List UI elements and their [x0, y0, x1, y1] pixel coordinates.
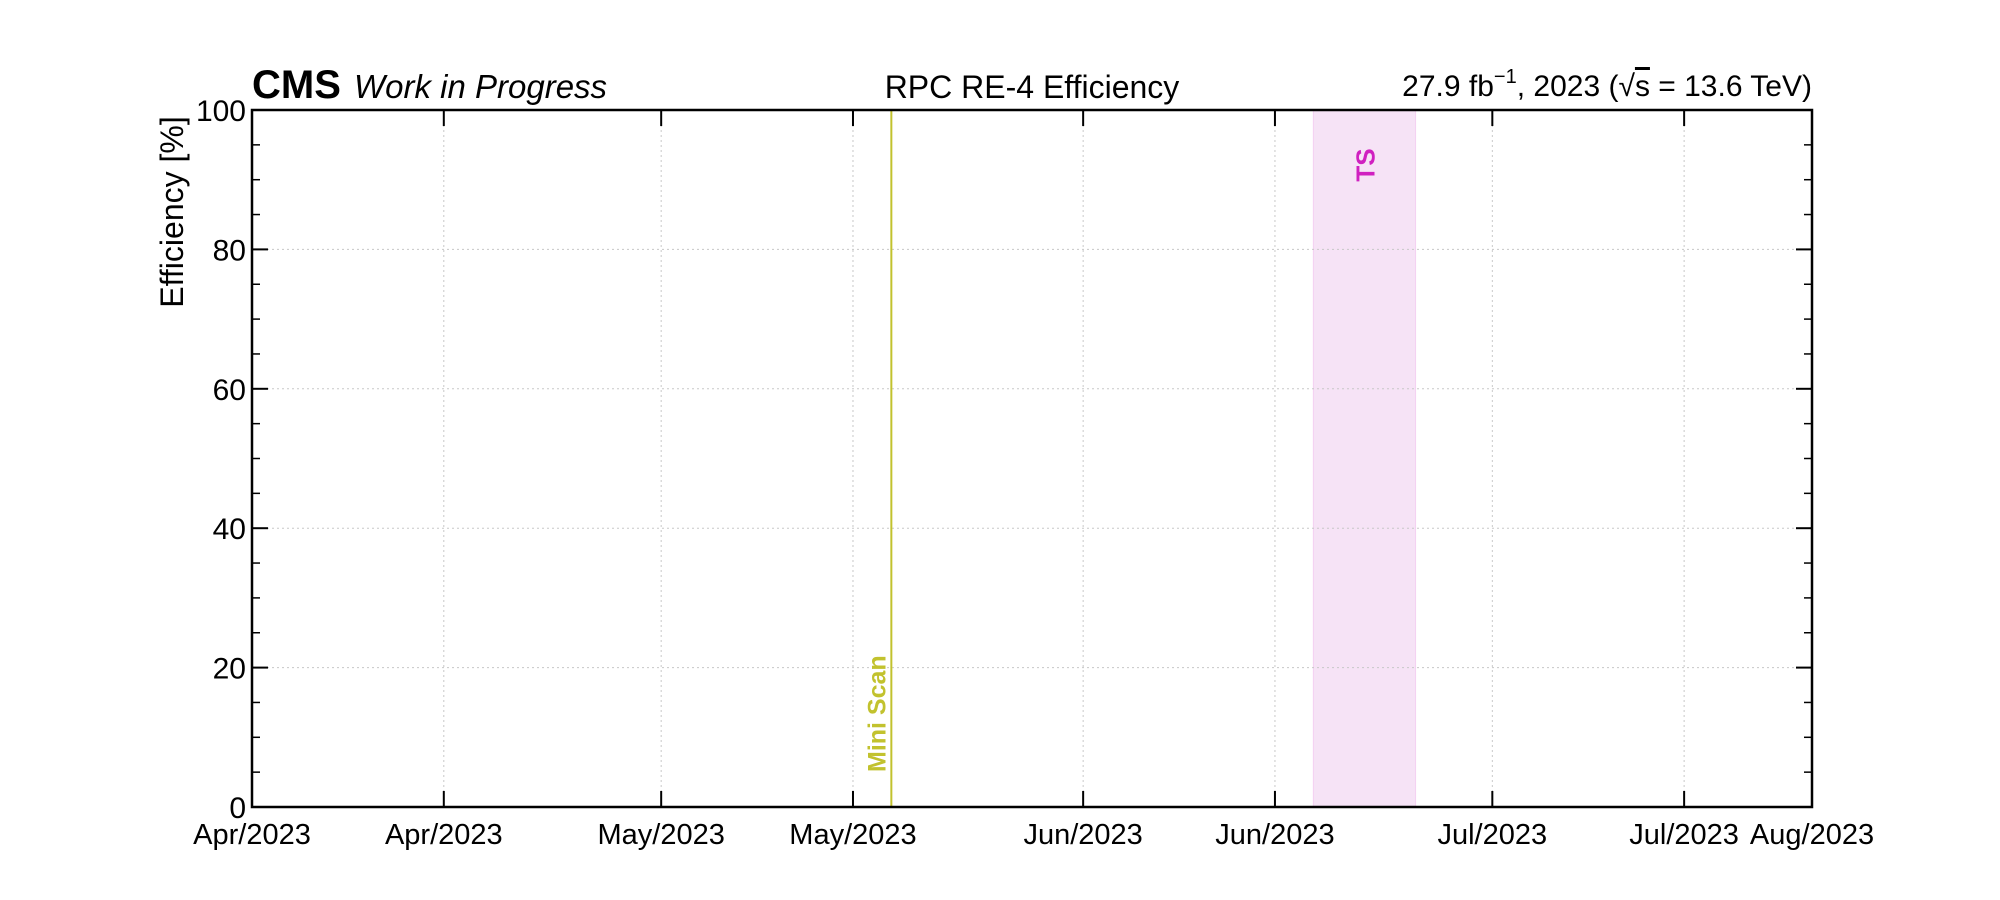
- y-tick-label: 60: [213, 374, 246, 407]
- x-tick-label: Jun/2023: [1215, 819, 1334, 851]
- y-tick-label: 20: [213, 653, 246, 686]
- y-axis-title: Efficiency [%]: [154, 116, 190, 307]
- x-tick-label: May/2023: [598, 819, 725, 851]
- axis-ticks: [251, 109, 1813, 808]
- sqrt-argument: s: [1635, 70, 1650, 103]
- y-tick-label: 80: [213, 234, 246, 267]
- mini-scan-label: Mini Scan: [863, 655, 891, 772]
- experiment-label: CMS: [252, 63, 341, 107]
- sqrt-symbol: √: [1618, 70, 1635, 103]
- ts-band: [1312, 109, 1417, 808]
- chart-title: RPC RE-4 Efficiency: [885, 69, 1180, 105]
- x-tick-label: Jun/2023: [1023, 819, 1142, 851]
- x-tick-label: Apr/2023: [385, 819, 503, 851]
- x-tick-label: Jul/2023: [1629, 819, 1739, 851]
- status-label: Work in Progress: [354, 68, 607, 105]
- lumi-value: 27.9 fb: [1402, 70, 1494, 103]
- x-tick-label: Aug/2023: [1750, 819, 1874, 851]
- y-tick-label: 40: [213, 513, 246, 546]
- x-tick-label: Jul/2023: [1437, 819, 1547, 851]
- y-tick-label: 100: [196, 95, 246, 128]
- energy-label: = 13.6 TeV): [1650, 70, 1812, 103]
- x-tick-label: Apr/2023: [193, 819, 311, 851]
- x-tick-label: May/2023: [789, 819, 916, 851]
- lumi-exponent: −1: [1494, 66, 1517, 88]
- y-tick-label: 0: [229, 792, 246, 825]
- ts-band-label: TS: [1350, 148, 1380, 181]
- lumi-year: , 2023 (: [1517, 70, 1619, 103]
- lumi-label: 27.9 fb−1, 2023 (√s = 13.6 TeV): [1402, 66, 1812, 103]
- plot-frame: [250, 108, 1814, 809]
- grid: [252, 110, 1812, 807]
- annotation-bands: [1312, 109, 1417, 808]
- tick-labels: Mini Scan TS Apr/2023 Apr/2023 May/2023 May/2…: [193, 95, 1874, 851]
